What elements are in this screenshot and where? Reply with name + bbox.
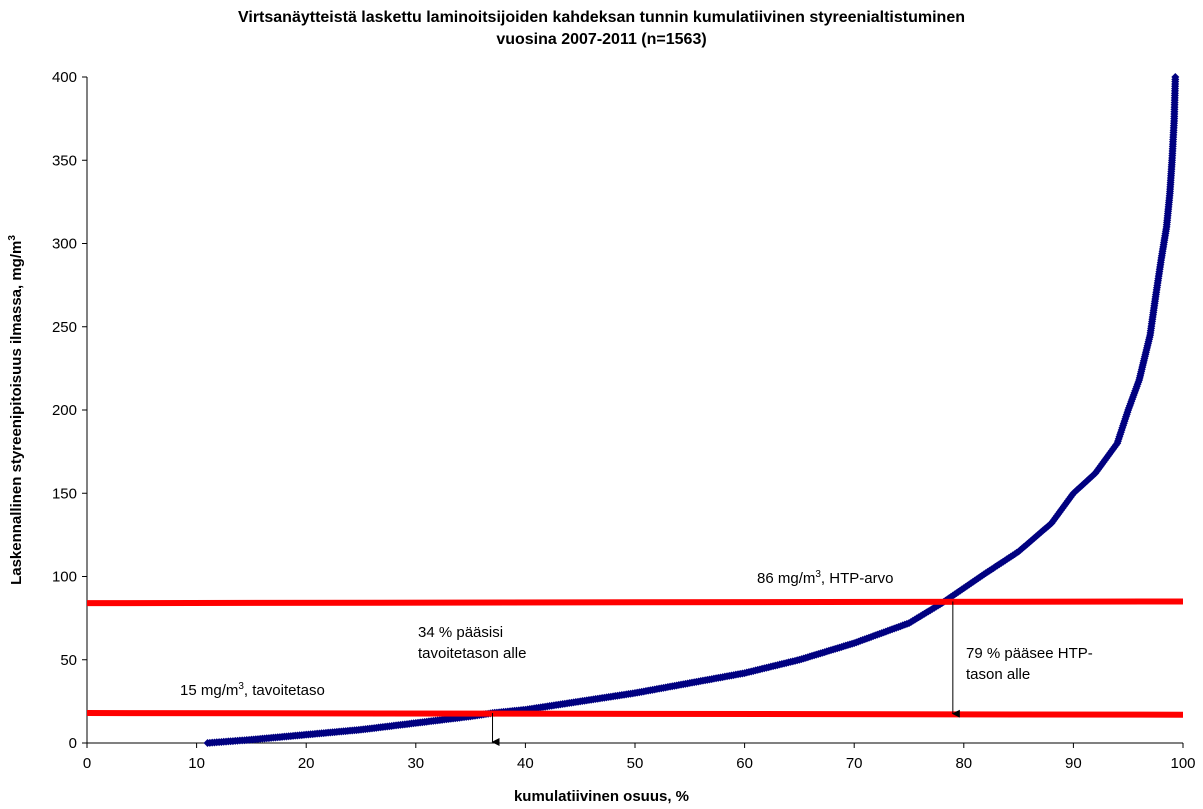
x-tick-label: 20 [298, 755, 315, 772]
below-htp-line-2: tason alle [966, 666, 1031, 683]
x-tick-label: 90 [1065, 755, 1082, 772]
below-target-line-2: tavoitetason alle [418, 645, 527, 662]
target-annotation-superscript: 3 [238, 681, 244, 692]
x-tick-label: 70 [846, 755, 863, 772]
x-tick-label: 10 [188, 755, 205, 772]
y-tick-label: 100 [52, 569, 77, 586]
y-tick-label: 50 [60, 652, 77, 669]
htp-annotation-suffix: , HTP-arvo [820, 570, 894, 587]
y-tick-label: 350 [52, 152, 77, 169]
target-annotation: 15 mg/m3, tavoitetaso [180, 680, 325, 701]
htp-annotation-superscript: 3 [815, 569, 821, 580]
target-annotation-suffix: , tavoitetaso [243, 682, 325, 699]
target-annotation-prefix: 15 mg/m [180, 682, 239, 699]
y-tick-label: 250 [52, 319, 77, 336]
x-tick-label: 80 [955, 755, 972, 772]
htp-annotation-prefix: 86 mg/m [757, 570, 816, 587]
below-target-line-1: 34 % pääsisi [418, 624, 504, 641]
x-tick-label: 50 [627, 755, 644, 772]
below-target-annotation: 34 % pääsisi tavoitetason alle [418, 622, 526, 664]
reference-line [86, 710, 1184, 718]
y-tick-label: 300 [52, 236, 77, 253]
chart-title-line-2: vuosina 2007-2011 (n=1563) [496, 31, 707, 48]
data-point [1171, 73, 1180, 81]
y-tick-label: 150 [52, 485, 77, 502]
y-axis-label-superscript: 3 [7, 235, 18, 241]
x-tick-label: 60 [736, 755, 753, 772]
y-tick-label: 400 [52, 69, 77, 86]
below-htp-annotation: 79 % pääsee HTP- tason alle [966, 643, 1093, 685]
x-tick-label: 100 [1170, 755, 1195, 772]
y-tick-label: 0 [69, 735, 77, 752]
chart-title-line-1: Virtsanäytteistä laskettu laminoitsijoid… [237, 9, 965, 26]
y-axis-label-text: Laskennallinen styreenipitoisuus ilmassa… [8, 240, 25, 585]
x-tick-label: 40 [517, 755, 534, 772]
x-tick-label: 0 [83, 755, 91, 772]
x-tick-label: 30 [407, 755, 424, 772]
x-axis-label: kumulatiivinen osuus, % [513, 788, 690, 805]
htp-annotation: 86 mg/m3, HTP-arvo [757, 568, 893, 589]
below-htp-line-1: 79 % pääsee HTP- [966, 645, 1093, 662]
y-axis-label: Laskennallinen styreenipitoisuus ilmassa… [7, 235, 25, 585]
y-tick-label: 200 [52, 402, 77, 419]
reference-line [86, 598, 1184, 607]
